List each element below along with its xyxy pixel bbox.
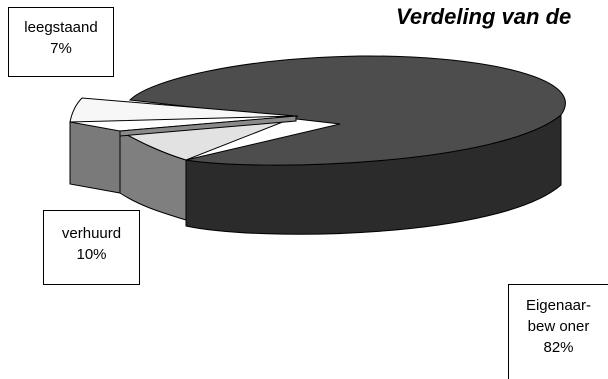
label-leegstaand: leegstaand 7%: [8, 7, 114, 77]
label-eigenaar-pct: 82%: [543, 339, 574, 356]
label-leegstaand-pct: 7%: [50, 40, 72, 57]
slice-leegstaand-side: [69, 121, 121, 194]
slice-leegstaand-front: [119, 115, 297, 137]
label-eigenaar-line1: Eigenaar-: [525, 297, 592, 314]
label-verhuurd-pct: 10%: [76, 246, 107, 263]
chart-title: Verdeling van de: [396, 4, 572, 29]
label-verhuurd-name: verhuurd: [61, 225, 122, 242]
label-verhuurd: verhuurd 10%: [43, 210, 140, 285]
label-eigenaar-line2: bew oner: [527, 318, 590, 335]
label-leegstaand-name: leegstaand: [24, 19, 98, 36]
slice-leegstaand-top: [69, 97, 297, 123]
slice-eigenaar-top: [128, 55, 566, 166]
label-eigenaar-bewoner: Eigenaar- bew oner 82%: [508, 284, 608, 379]
